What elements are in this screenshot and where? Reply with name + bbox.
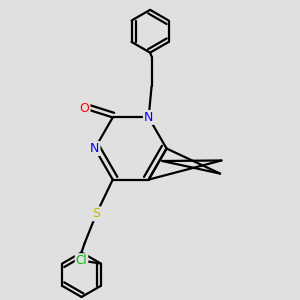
Text: Cl: Cl xyxy=(76,254,87,267)
Text: N: N xyxy=(90,142,100,155)
Text: N: N xyxy=(144,111,153,124)
Text: O: O xyxy=(80,102,89,115)
Text: S: S xyxy=(92,207,101,220)
